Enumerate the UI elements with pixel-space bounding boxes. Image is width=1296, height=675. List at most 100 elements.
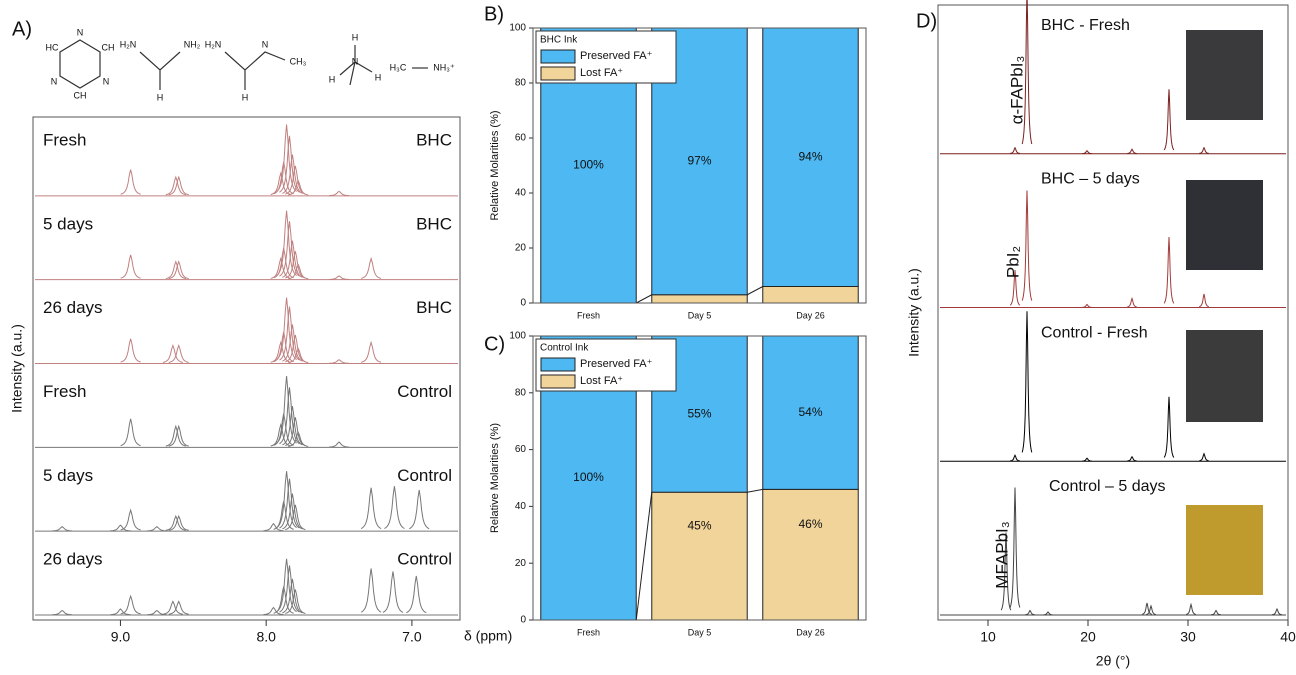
y-axis-label: Relative Molarities (%) xyxy=(489,423,501,533)
bar-segment xyxy=(762,286,859,304)
peak xyxy=(276,124,297,193)
trace-sample: BHC xyxy=(416,214,452,233)
structure-label: HC xyxy=(46,42,59,52)
peak xyxy=(279,306,300,361)
peak xyxy=(1163,236,1175,304)
structure-bonds xyxy=(59,39,428,90)
peak xyxy=(285,589,306,614)
y-tick-label: 20 xyxy=(515,558,527,569)
trace-sample: BHC xyxy=(416,130,452,149)
plot-frame xyxy=(532,27,867,304)
value-label: 97% xyxy=(687,154,711,168)
trace-label: Control – 5 days xyxy=(1049,478,1166,495)
trace-label: Fresh xyxy=(43,130,86,149)
trace-label: 5 days xyxy=(43,214,93,233)
peak-annotation: α-FAPbI₃ xyxy=(1007,56,1026,125)
peak xyxy=(282,154,303,194)
peak xyxy=(168,600,189,615)
structure-label: NH₂ xyxy=(184,39,201,49)
plot-frame xyxy=(532,335,867,621)
trace-label: BHC - Fresh xyxy=(1041,17,1130,34)
y-tick-label: 60 xyxy=(515,444,527,455)
trace-sample: Control xyxy=(397,550,452,569)
peak xyxy=(285,417,306,447)
peak xyxy=(1163,89,1175,151)
y-tick-label: 40 xyxy=(515,501,527,512)
x-tick-label: Day 26 xyxy=(796,627,825,637)
structure-label: N xyxy=(51,76,58,86)
panel-label: D) xyxy=(916,10,937,32)
peak xyxy=(120,594,141,615)
peak xyxy=(52,609,73,616)
structure-label: H xyxy=(375,72,382,82)
trace-label: Control - Fresh xyxy=(1041,324,1148,341)
peak xyxy=(168,260,189,280)
trace-label: Fresh xyxy=(43,382,86,401)
peak xyxy=(288,179,309,196)
peak xyxy=(146,526,167,532)
legend-swatch xyxy=(540,49,576,64)
peak xyxy=(329,275,350,280)
peak xyxy=(1186,602,1196,615)
legend-title: BHC Ink xyxy=(540,35,578,46)
peak xyxy=(168,343,189,363)
ring xyxy=(59,39,101,89)
photo xyxy=(1186,330,1263,422)
peak xyxy=(165,175,186,196)
bonds xyxy=(339,45,373,86)
plot-frame xyxy=(937,4,1289,621)
peak xyxy=(1082,303,1092,308)
x-tick-label: 9.0 xyxy=(111,629,131,645)
peak xyxy=(285,165,306,195)
trace-label: BHC – 5 days xyxy=(1041,171,1140,188)
structure-label: H₂N xyxy=(205,39,222,49)
structure-label: N xyxy=(77,27,84,37)
peak xyxy=(1010,146,1020,154)
trace-sample: Control xyxy=(397,382,452,401)
peak xyxy=(110,608,131,616)
x-tick-label: 20 xyxy=(1080,629,1096,645)
structure-label: CH xyxy=(74,90,87,100)
bar-segment xyxy=(651,294,748,304)
trace-sample: Control xyxy=(397,466,452,485)
peak xyxy=(285,251,306,279)
peak xyxy=(168,175,189,196)
y-tick-label: 0 xyxy=(520,298,526,309)
trace-sample: BHC xyxy=(416,298,452,317)
peak xyxy=(360,568,382,613)
structure-label: H xyxy=(352,32,359,42)
peak xyxy=(1142,602,1152,615)
x-tick-label: 10 xyxy=(980,629,996,645)
peak xyxy=(360,256,382,279)
photo xyxy=(1186,180,1263,270)
peak xyxy=(162,600,183,615)
peak xyxy=(1021,0,1033,145)
peak xyxy=(282,406,303,446)
peak xyxy=(168,514,189,531)
peak xyxy=(276,376,297,444)
x-tick-label: 30 xyxy=(1180,629,1196,645)
y-tick-label: 80 xyxy=(515,78,527,89)
legend-swatch xyxy=(540,66,576,81)
x-tick-label: 7.0 xyxy=(402,629,422,645)
structure-label: N xyxy=(103,76,110,86)
peak xyxy=(408,489,430,530)
value-label: 55% xyxy=(687,406,711,420)
peak xyxy=(285,504,306,531)
connector xyxy=(635,294,653,304)
peak xyxy=(120,418,141,447)
peak xyxy=(1211,609,1221,616)
peak xyxy=(285,334,306,363)
peak xyxy=(168,424,189,447)
value-label: 94% xyxy=(798,149,822,163)
structure-label: N xyxy=(262,39,269,49)
peak xyxy=(329,359,350,364)
bar-segment xyxy=(651,491,748,621)
x-tick-label: Day 5 xyxy=(688,310,712,320)
peak xyxy=(165,514,186,531)
peak xyxy=(288,263,309,280)
peak xyxy=(282,578,303,614)
peak xyxy=(1043,611,1053,616)
